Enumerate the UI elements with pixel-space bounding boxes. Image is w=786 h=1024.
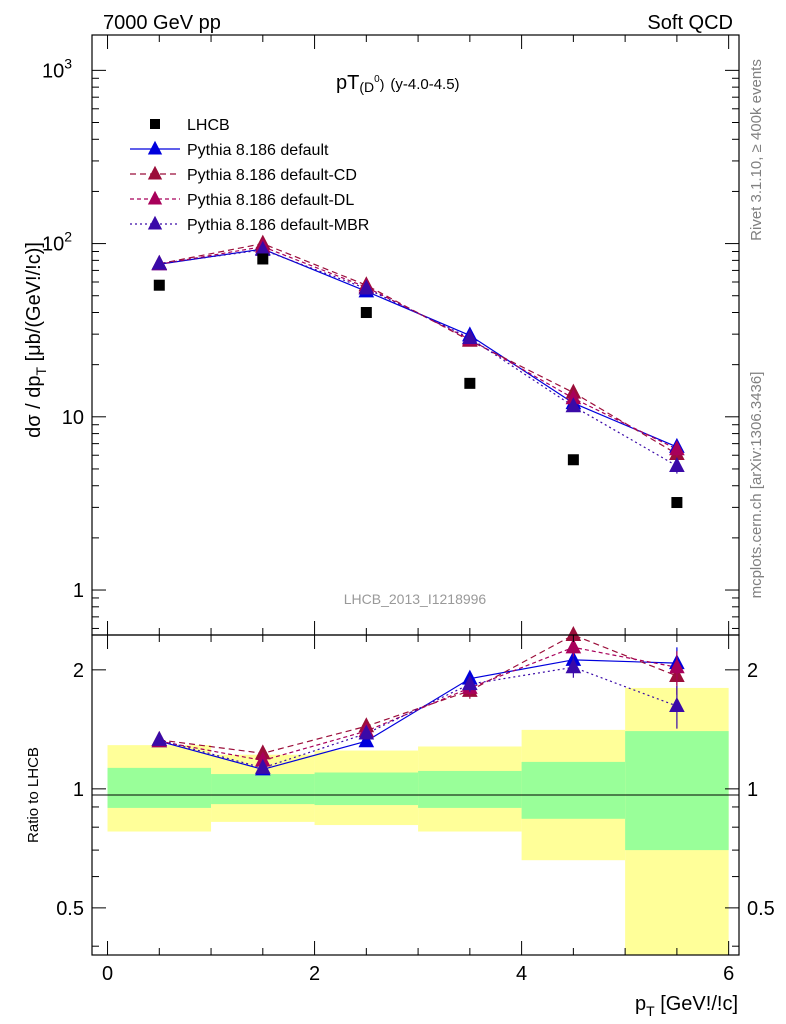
ratio-series-marker xyxy=(565,638,582,654)
main-series-marker xyxy=(358,279,375,295)
xlabel-sub: T xyxy=(646,1003,655,1019)
main-y-tick-label: 102 xyxy=(42,229,72,256)
data-marker xyxy=(671,497,683,509)
legend-label: LHCB xyxy=(187,117,230,134)
ylabel-sub: T xyxy=(33,367,49,376)
main-y-tick-base: 10 xyxy=(42,60,64,82)
title-main: pT xyxy=(336,72,359,94)
main-y-tick-exponent: 2 xyxy=(64,229,72,245)
plot-title: pT(D0) (y-4.0-4.5) xyxy=(336,72,460,95)
ratio-stat-uncertainty-band xyxy=(625,731,729,851)
ratio-markers xyxy=(151,626,685,776)
data-marker xyxy=(464,377,476,389)
ratio-y-tick-label: 1 xyxy=(73,779,84,801)
main-series-marker xyxy=(462,329,478,345)
ratio-series-marker xyxy=(669,658,685,674)
ratio-stat-uncertainty-band xyxy=(107,767,212,808)
ratio-stat-uncertainty-band xyxy=(521,761,626,819)
legend-label: Pythia 8.186 default-DL xyxy=(187,192,354,209)
x-tick-label: 6 xyxy=(723,963,734,985)
ratio-series-lines xyxy=(159,634,678,771)
ratio-stat-uncertainty-band xyxy=(418,770,522,808)
legend-marker xyxy=(147,165,163,180)
main-series-marker xyxy=(565,389,582,405)
main-y-tick-base: 10 xyxy=(42,234,64,256)
main-series-line xyxy=(159,248,678,448)
data-marker xyxy=(360,307,372,319)
main-series-line xyxy=(159,242,678,455)
legend-label: Pythia 8.186 default xyxy=(187,142,329,159)
main-series-marker xyxy=(151,254,168,270)
main-y-tick-base: 10 xyxy=(62,407,84,429)
title-sub: (y-4.0-4.5) xyxy=(390,76,459,93)
main-y-axis-label: dσ / dpT [μb/(GeV!/!c)] xyxy=(23,242,49,438)
data-marker xyxy=(153,279,165,291)
x-tick-label: 0 xyxy=(102,963,113,985)
x-tick-label: 4 xyxy=(516,963,527,985)
ratio-y-tick-label-right: 1 xyxy=(747,779,758,801)
ratio-stat-uncertainty-band xyxy=(211,774,315,805)
legend-data-marker xyxy=(150,119,160,129)
main-y-tick-base: 1 xyxy=(73,580,84,602)
ratio-y-tick-label: 0.5 xyxy=(56,898,84,920)
ratio-series-marker xyxy=(565,658,582,674)
main-y-tick-label: 10 xyxy=(62,407,84,429)
main-series-marker xyxy=(565,397,582,413)
main-y-tick-label: 1 xyxy=(73,580,84,602)
legend-label: Pythia 8.186 default-CD xyxy=(187,167,357,184)
legend-label: Pythia 8.186 default-MBR xyxy=(187,217,369,234)
legend-marker xyxy=(147,140,163,155)
legend-marker xyxy=(147,215,163,230)
xlabel-units: [GeV!/!c] xyxy=(655,993,738,1015)
main-series-lines xyxy=(159,242,678,467)
ratio-y-tick-label-right: 2 xyxy=(747,660,758,682)
mcplots-label: mcplots.cern.ch [arXiv:1306.3436] xyxy=(748,372,765,599)
main-series-marker xyxy=(255,240,271,256)
ratio-series-line xyxy=(159,646,678,762)
x-tick-label: 2 xyxy=(309,963,320,985)
data-marker xyxy=(567,454,579,466)
ratio-series-marker xyxy=(255,758,271,774)
title-paren-open: (D xyxy=(359,79,374,95)
main-markers xyxy=(151,234,685,509)
header-process: Soft QCD xyxy=(647,12,733,34)
xlabel-main: p xyxy=(635,993,646,1015)
main-series-line xyxy=(159,246,678,450)
ratio-series-marker xyxy=(669,697,685,713)
ratio-frame xyxy=(91,634,740,956)
ratio-series-marker xyxy=(358,724,375,740)
ratio-series-marker xyxy=(151,730,168,746)
rivet-label: Rivet 3.1.10, ≥ 400k events xyxy=(748,59,765,241)
ratio-y-tick-label-right: 0.5 xyxy=(747,898,775,920)
header-energy: 7000 GeV pp xyxy=(103,12,221,34)
legend-marker xyxy=(147,190,163,205)
ratio-y-tick-label: 2 xyxy=(73,660,84,682)
ratio-axis-ticks: 0.5 0.5 1 1 2 2 0 2 4 6 xyxy=(56,635,775,985)
legend: LHCB Pythia 8.186 default Pythia 8.186 def… xyxy=(130,117,369,234)
main-series-marker xyxy=(669,456,685,472)
ratio-series-marker xyxy=(462,675,478,691)
data-marker xyxy=(257,253,269,265)
title-sup: 0 xyxy=(374,74,380,85)
ratio-y-axis-label: Ratio to LHCB xyxy=(25,747,42,843)
ratio-stat-uncertainty-band xyxy=(314,772,419,806)
ratio-uncertainty-bands xyxy=(107,687,729,955)
ylabel-main: dσ / dp xyxy=(23,376,45,438)
ratio-series-marker xyxy=(358,732,375,748)
x-axis-label: pT [GeV!/!c] xyxy=(635,993,738,1019)
main-y-tick-exponent: 3 xyxy=(64,55,72,71)
analysis-watermark: LHCB_2013_I1218996 xyxy=(344,591,487,607)
ratio-series-marker xyxy=(565,626,582,641)
main-y-tick-label: 103 xyxy=(42,55,72,82)
ratio-panel: 0.5 0.5 1 1 2 2 0 2 4 6 Ratio to LHCB pT [GeV!/!c… xyxy=(25,626,775,1019)
main-series-marker xyxy=(669,440,685,456)
main-series-line xyxy=(159,249,678,467)
title-paren-close: ) xyxy=(380,76,385,92)
ylabel-units: [μb/(GeV!/!c)] xyxy=(23,242,45,367)
